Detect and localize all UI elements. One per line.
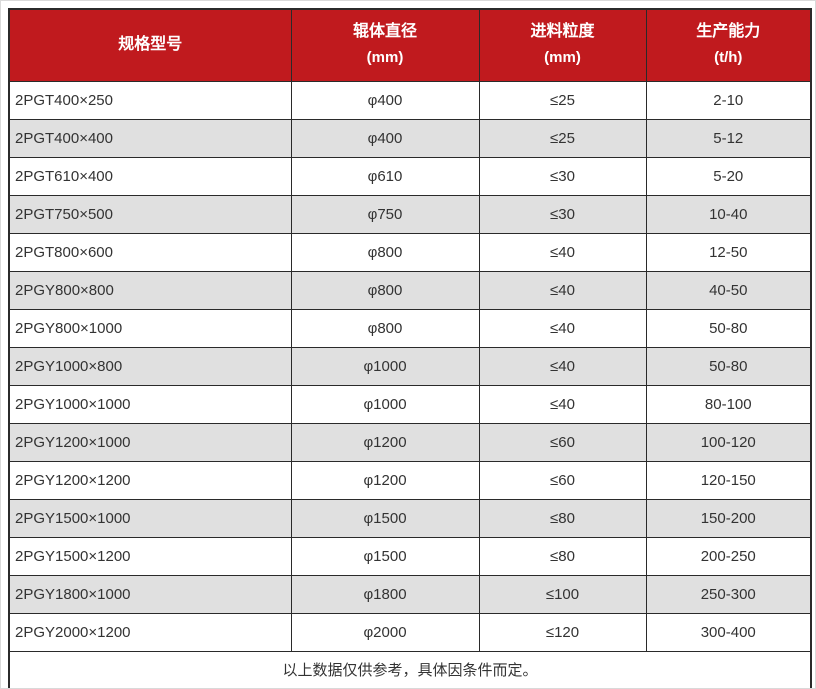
roller-diameter-cell: φ1200 <box>290 422 480 462</box>
feed-size-cell: ≤60 <box>478 460 647 500</box>
column-header-model: 规格型号 <box>8 8 292 82</box>
column-header-roller-diameter-title: 辊体直径 <box>352 23 417 41</box>
roller-diameter-cell: φ1500 <box>290 498 480 538</box>
roller-diameter-cell: φ1500 <box>290 536 480 576</box>
capacity-cell: 12-50 <box>645 232 812 272</box>
column-header-capacity-unit: (t/h) <box>714 49 743 67</box>
feed-size-cell: ≤80 <box>478 498 647 538</box>
capacity-cell: 100-120 <box>645 422 812 462</box>
roller-diameter-cell: φ800 <box>290 232 480 272</box>
column-header-roller-diameter-unit: (mm) <box>366 49 404 67</box>
column-header-model-title: 规格型号 <box>118 36 183 54</box>
table-row: 2PGY1800×1000 φ1800 ≤100 250-300 <box>8 574 812 614</box>
column-header-feed-size-title: 进料粒度 <box>530 23 595 41</box>
table-row: 2PGT750×500 φ750 ≤30 10-40 <box>8 194 812 234</box>
roller-diameter-cell: φ800 <box>290 270 480 310</box>
spec-model-cell: 2PGY1200×1200 <box>8 460 292 500</box>
capacity-cell: 150-200 <box>645 498 812 538</box>
spec-model-cell: 2PGT750×500 <box>8 194 292 234</box>
spec-model-cell: 2PGY1500×1000 <box>8 498 292 538</box>
roller-diameter-cell: φ610 <box>290 156 480 196</box>
capacity-cell: 10-40 <box>645 194 812 234</box>
column-header-capacity-title: 生产能力 <box>696 23 761 41</box>
feed-size-cell: ≤100 <box>478 574 647 614</box>
roller-diameter-cell: φ2000 <box>290 612 480 652</box>
roller-diameter-cell: φ1000 <box>290 346 480 386</box>
table-row: 2PGY1000×1000 φ1000 ≤40 80-100 <box>8 384 812 424</box>
table-footnote: 以上数据仅供参考，具体因条件而定。 <box>8 650 812 688</box>
column-header-capacity: 生产能力 (t/h) <box>645 8 812 82</box>
roller-diameter-cell: φ400 <box>290 118 480 158</box>
feed-size-cell: ≤30 <box>478 156 647 196</box>
capacity-cell: 120-150 <box>645 460 812 500</box>
capacity-cell: 50-80 <box>645 346 812 386</box>
spec-model-cell: 2PGY800×800 <box>8 270 292 310</box>
table-row: 2PGY800×800 φ800 ≤40 40-50 <box>8 270 812 310</box>
spec-model-cell: 2PGY2000×1200 <box>8 612 292 652</box>
spec-model-cell: 2PGY1500×1200 <box>8 536 292 576</box>
column-header-feed-size: 进料粒度 (mm) <box>478 8 647 82</box>
table-row: 2PGY1000×800 φ1000 ≤40 50-80 <box>8 346 812 386</box>
feed-size-cell: ≤25 <box>478 80 647 120</box>
table-row: 2PGT400×250 φ400 ≤25 2-10 <box>8 80 812 120</box>
spec-model-cell: 2PGT610×400 <box>8 156 292 196</box>
feed-size-cell: ≤40 <box>478 346 647 386</box>
spec-model-cell: 2PGY1800×1000 <box>8 574 292 614</box>
spec-model-cell: 2PGT800×600 <box>8 232 292 272</box>
table-row: 2PGY1200×1200 φ1200 ≤60 120-150 <box>8 460 812 500</box>
feed-size-cell: ≤40 <box>478 270 647 310</box>
feed-size-cell: ≤25 <box>478 118 647 158</box>
capacity-cell: 300-400 <box>645 612 812 652</box>
feed-size-cell: ≤30 <box>478 194 647 234</box>
column-header-feed-size-unit: (mm) <box>544 49 581 67</box>
feed-size-cell: ≤80 <box>478 536 647 576</box>
table-row: 2PGY1500×1200 φ1500 ≤80 200-250 <box>8 536 812 576</box>
table-row: 2PGT400×400 φ400 ≤25 5-12 <box>8 118 812 158</box>
capacity-cell: 80-100 <box>645 384 812 424</box>
capacity-cell: 250-300 <box>645 574 812 614</box>
roller-diameter-cell: φ800 <box>290 308 480 348</box>
capacity-cell: 200-250 <box>645 536 812 576</box>
roller-diameter-cell: φ1800 <box>290 574 480 614</box>
feed-size-cell: ≤40 <box>478 308 647 348</box>
table-row: 2PGY1500×1000 φ1500 ≤80 150-200 <box>8 498 812 538</box>
capacity-cell: 5-12 <box>645 118 812 158</box>
table-row: 2PGY800×1000 φ800 ≤40 50-80 <box>8 308 812 348</box>
table-row: 2PGT800×600 φ800 ≤40 12-50 <box>8 232 812 272</box>
roller-diameter-cell: φ1000 <box>290 384 480 424</box>
table-row: 2PGT610×400 φ610 ≤30 5-20 <box>8 156 812 196</box>
table-row: 2PGY1200×1000 φ1200 ≤60 100-120 <box>8 422 812 462</box>
capacity-cell: 5-20 <box>645 156 812 196</box>
table-header-row: 规格型号 辊体直径 (mm) 进料粒度 (mm) 生产能力 (t/h) <box>8 8 812 82</box>
roller-diameter-cell: φ1200 <box>290 460 480 500</box>
table-row: 2PGY2000×1200 φ2000 ≤120 300-400 <box>8 612 812 652</box>
feed-size-cell: ≤40 <box>478 232 647 272</box>
spec-model-cell: 2PGY1000×1000 <box>8 384 292 424</box>
capacity-cell: 40-50 <box>645 270 812 310</box>
roller-diameter-cell: φ400 <box>290 80 480 120</box>
spec-model-cell: 2PGY1200×1000 <box>8 422 292 462</box>
spec-model-cell: 2PGY1000×800 <box>8 346 292 386</box>
feed-size-cell: ≤40 <box>478 384 647 424</box>
roller-diameter-cell: φ750 <box>290 194 480 234</box>
spec-table: 规格型号 辊体直径 (mm) 进料粒度 (mm) 生产能力 (t/h) 2PGT… <box>8 8 812 688</box>
feed-size-cell: ≤60 <box>478 422 647 462</box>
column-header-roller-diameter: 辊体直径 (mm) <box>290 8 480 82</box>
spec-model-cell: 2PGT400×250 <box>8 80 292 120</box>
feed-size-cell: ≤120 <box>478 612 647 652</box>
spec-model-cell: 2PGT400×400 <box>8 118 292 158</box>
capacity-cell: 2-10 <box>645 80 812 120</box>
table-footnote-row: 以上数据仅供参考，具体因条件而定。 <box>8 650 812 688</box>
capacity-cell: 50-80 <box>645 308 812 348</box>
spec-model-cell: 2PGY800×1000 <box>8 308 292 348</box>
